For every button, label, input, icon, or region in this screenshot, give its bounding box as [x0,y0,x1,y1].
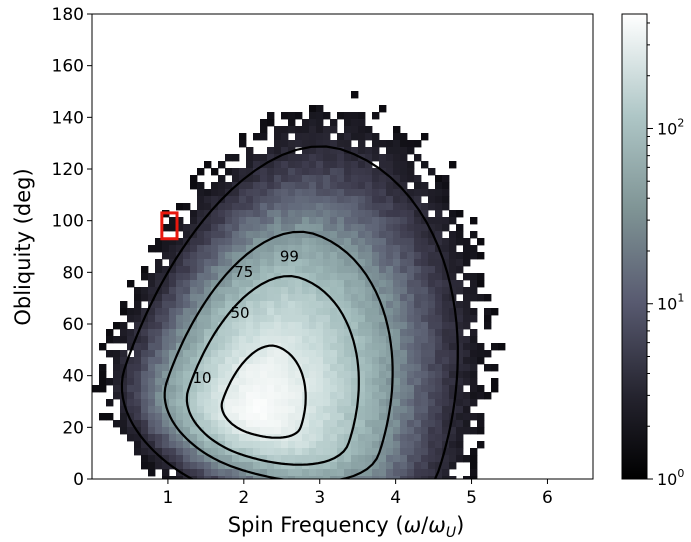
y-tick-label: 20 [62,418,84,438]
x-tick-label: 6 [542,488,553,508]
contour-label-50: 50 [230,304,249,322]
y-tick-label: 120 [52,160,84,180]
y-tick-label: 40 [62,367,84,387]
x-tick-label: 5 [466,488,477,508]
x-tick-label: 4 [390,488,401,508]
colorbar: 100 101 102 [621,13,684,489]
colorbar-tick-label: 101 [657,292,684,314]
contour-50 [185,274,360,466]
heatmap-density [92,91,506,479]
x-tick-label: 2 [238,488,249,508]
contour-75 [163,230,394,479]
plot-area: 10 50 75 99 [91,13,594,480]
contour-labels: 10 50 75 99 [193,247,299,386]
y-tick-label: 100 [52,212,84,232]
x-axis-label: Spin Frequency (ω/ωU) [228,513,465,541]
contour-lines [120,145,459,479]
contour-label-75: 75 [234,263,253,281]
contour-label-10: 10 [193,369,212,387]
y-tick-label: 140 [52,108,84,128]
y-tick-label: 180 [52,5,84,25]
plot-frame [91,13,594,480]
x-axis: 1 2 3 4 5 6 [162,479,553,508]
x-tick-label: 1 [162,488,173,508]
y-tick-label: 80 [62,263,84,283]
contour-10 [220,344,307,439]
colorbar-tick-label: 102 [657,116,684,138]
contour-label-99: 99 [280,247,299,265]
colorbar-ticks: 100 101 102 [647,22,684,489]
y-tick-label: 0 [73,470,84,490]
highlight-box [160,211,179,241]
y-axis: 0 20 40 60 80 100 120 140 160 180 [52,5,92,490]
contour-99 [120,145,459,479]
y-tick-label: 60 [62,315,84,335]
x-tick-label: 3 [314,488,325,508]
y-tick-label: 160 [52,57,84,77]
colorbar-gradient [621,13,648,480]
y-axis-label: Obliquity (deg) [11,168,35,325]
colorbar-tick-label: 100 [657,467,684,489]
